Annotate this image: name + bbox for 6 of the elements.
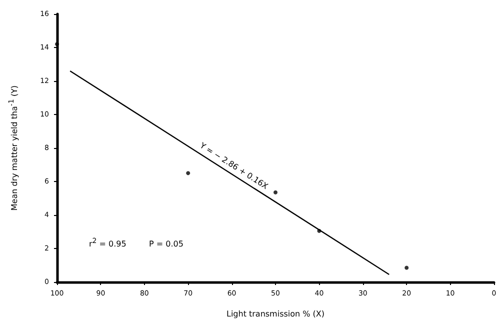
point <box>55 42 59 46</box>
point <box>186 171 190 176</box>
annotation: P = 0.05 <box>149 240 184 248</box>
point <box>404 266 409 270</box>
point <box>274 190 278 194</box>
x-axis-title: Light transmission % (X) <box>226 310 325 318</box>
